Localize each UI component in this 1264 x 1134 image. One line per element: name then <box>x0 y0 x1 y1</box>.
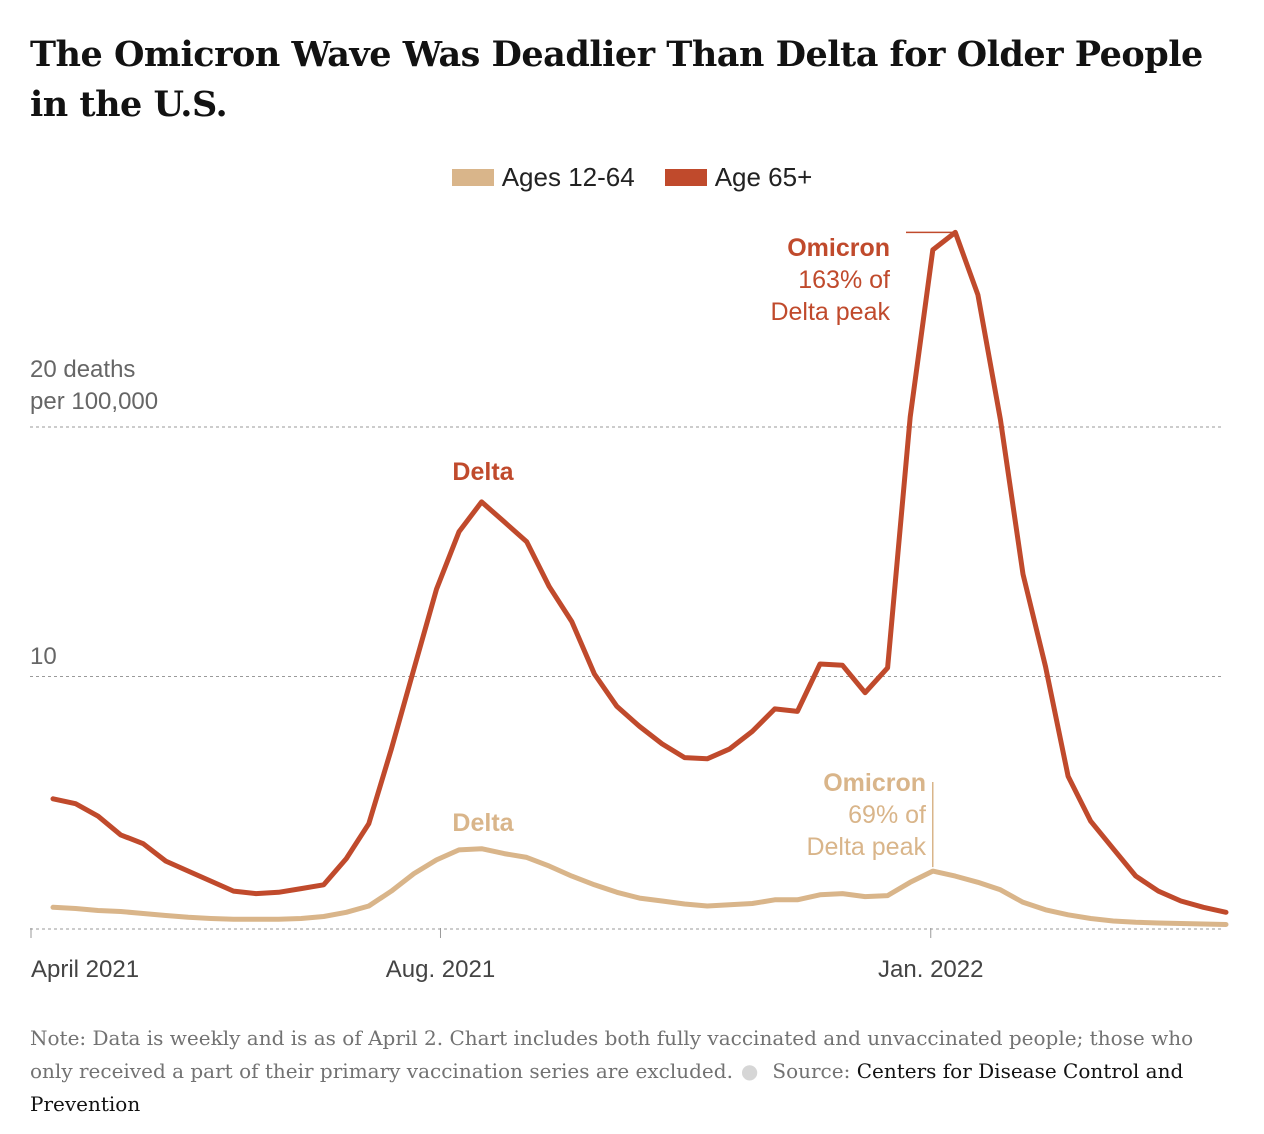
annotation-delta-65: Delta <box>452 458 514 486</box>
annotation-omicron-12-64-sub: Delta peak <box>806 833 926 861</box>
legend: Ages 12-64 Age 65+ <box>0 162 1264 193</box>
legend-item-ages-12-64: Ages 12-64 <box>451 162 635 193</box>
line-chart: 10 20 deaths per 100,000 April 2021 Aug. 202… <box>30 229 1229 983</box>
x-tick-label: Aug. 2021 <box>386 956 495 983</box>
chart-title: The Omicron Wave Was Deadlier Than Delta… <box>30 34 1203 125</box>
legend-label-ages-12-64: Ages 12-64 <box>501 162 635 192</box>
separator-dot: ● <box>740 1059 759 1083</box>
legend-swatch-ages-12-64 <box>451 169 494 186</box>
legend-swatch-age-65 <box>664 169 707 186</box>
series-line-age-65 <box>50 229 1229 915</box>
annotation-omicron-12-64-pct: 69% of <box>848 801 926 829</box>
y-tick-label-20: 20 deaths <box>30 356 135 383</box>
annotation-omicron-65-sub: Delta peak <box>770 298 890 326</box>
legend-label-age-65: Age 65+ <box>714 162 813 192</box>
annotation-delta-12-64: Delta <box>452 809 514 837</box>
x-tick-label: April 2021 <box>31 956 139 983</box>
y-tick-label-20-unit: per 100,000 <box>30 388 158 415</box>
y-tick-label-10: 10 <box>30 643 57 670</box>
annotation-omicron-12-64: Omicron <box>823 769 926 797</box>
annotation-omicron-65-pct: 163% of <box>798 266 890 294</box>
source-link[interactable]: Centers for Disease Control and Preventi… <box>30 1059 1184 1116</box>
annotation-omicron-65: Omicron <box>787 234 890 262</box>
chart-note: Note: Data is weekly and is as of April … <box>30 1022 1230 1121</box>
source-label: Source: <box>772 1059 851 1083</box>
legend-item-age-65: Age 65+ <box>664 162 813 193</box>
x-tick-label: Jan. 2022 <box>878 956 983 983</box>
note-text: Note: Data is weekly and is as of April … <box>30 1026 1194 1083</box>
series-line-ages-12-64 <box>50 846 1229 927</box>
